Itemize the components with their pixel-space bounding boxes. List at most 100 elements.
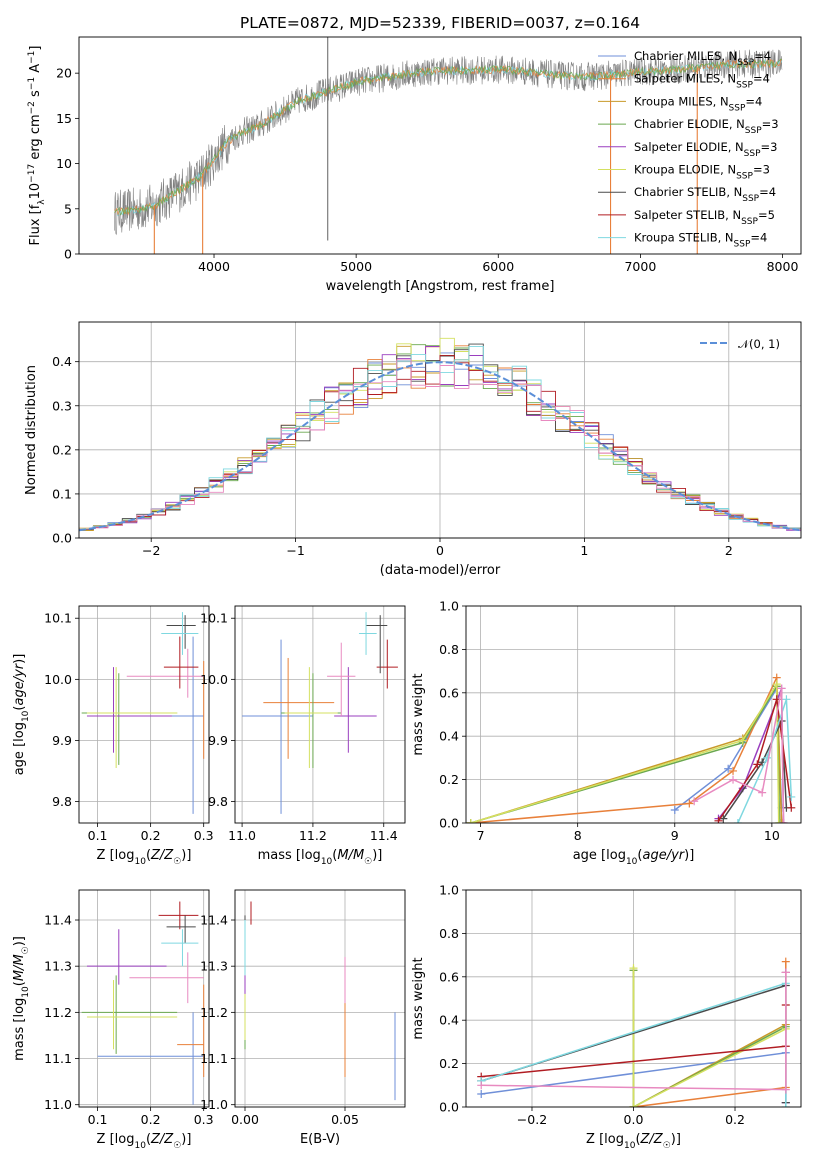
weight-line-pink [693, 688, 785, 823]
x-tick-label-weight_vs_age: 7 [477, 828, 485, 843]
label-part: ( [12, 706, 27, 711]
label-part: 10 [134, 1141, 146, 1151]
label-part: 10 [21, 986, 31, 998]
label-part: Z [log [97, 1132, 135, 1147]
label-part: =4 [745, 94, 762, 108]
x-axis-label-mass_vs_Z: Z [log10(Z/Z☉)] [97, 1132, 192, 1151]
legend-label-chabrier_stelib: Chabrier STELIB, NSSP=4 [634, 185, 776, 204]
x-tick-label-mass_vs_ebv: 0.00 [231, 1112, 259, 1127]
axes-mass_vs_ebv: 0.00 0.05 11.0 11.1 11.2 11.3 11.4 [200, 890, 405, 1127]
y-tick-label-mass_vs_Z: 11.0 [44, 1097, 72, 1112]
label-part: =4 [759, 185, 776, 199]
label-part: Kroupa ELODIE, N [634, 163, 736, 177]
x-tick-label-age_vs_Z: 0.1 [88, 828, 108, 843]
label-part: =5 [758, 208, 775, 222]
errorbars-age_vs_mass [242, 612, 398, 814]
label-part: SSP [734, 240, 751, 250]
label-part: ☉ [21, 946, 31, 954]
weight-marker-salpeter_stelib [753, 760, 762, 769]
y-tick-label-spectrum: 20 [56, 66, 72, 81]
weight-marker-pink [690, 797, 699, 806]
weight-marker-salpeter_miles [781, 957, 790, 966]
weight-marker-kroupa_stelib [763, 753, 772, 762]
y-tick-label-mass_vs_Z: 11.3 [44, 959, 72, 974]
label-part: −17 [27, 164, 37, 183]
y-tick-label-spectrum: 10 [56, 156, 72, 171]
weight-marker-salpeter_miles [729, 766, 738, 775]
y-axis-label-mass_vs_Z: mass [log10(M/M☉)] [12, 936, 31, 1061]
y-tick-label-weight_vs_age: 1.0 [439, 599, 459, 614]
axes-age_vs_mass: 11.0 11.2 11.4 9.8 9.9 10.0 10.1 [200, 606, 405, 843]
residuals-legend: 𝒩(0, 1) [700, 337, 780, 351]
y-tick-label-mass_vs_Z: 11.2 [44, 1005, 72, 1020]
label-part: SSP [736, 81, 753, 91]
x-axis-label-spectrum: wavelength [Angstrom, rest frame] [326, 279, 555, 294]
errorbars-mass_vs_Z [81, 901, 205, 1105]
label-part: Z/Z [640, 1132, 664, 1147]
weight-marker-pink [758, 788, 767, 797]
x-tick-label-spectrum: 7000 [624, 259, 656, 274]
y-axis-label-weight_vs_age: mass weight [411, 673, 426, 755]
label-part: SSP [744, 149, 761, 159]
weight-marker-salpeter_stelib [787, 803, 796, 812]
label-part: ] [28, 46, 43, 51]
label-part: 10 [134, 857, 146, 867]
axes-mass_vs_Z: 0.1 0.2 0.3 11.0 11.1 11.2 11.3 11.4 [44, 890, 214, 1127]
axes-frame-weight_vs_age [465, 605, 802, 824]
weight-marker-kroupa_elodie [772, 680, 781, 689]
label-part: Z/Z [150, 848, 174, 863]
label-part: λ [37, 199, 47, 205]
x-tick-label-mass_vs_Z: 0.1 [88, 1112, 108, 1127]
y-tick-label-weight_vs_age: 0.4 [439, 729, 459, 744]
label-part: ( [637, 848, 642, 863]
y-tick-label-weight_vs_Z: 0.0 [439, 1100, 459, 1115]
weight-marker-kroupa_elodie [738, 736, 747, 745]
label-part: ☉ [663, 1141, 671, 1151]
label-part: mass [log [258, 848, 321, 863]
label-part: )] [12, 654, 27, 664]
x-tick-label-age_vs_Z: 0.3 [194, 828, 214, 843]
label-part: ( [146, 848, 151, 863]
label-part: mass weight [411, 673, 426, 755]
label-part: Chabrier MILES, N [634, 49, 737, 63]
label-part: Z [log [97, 848, 135, 863]
label-part: ( [12, 981, 27, 986]
axes-frame-age_vs_mass [234, 605, 406, 824]
y-tick-label-age_vs_mass: 10.1 [200, 611, 228, 626]
x-tick-label-residuals: −1 [286, 543, 304, 558]
weight-marker-pink [729, 775, 738, 784]
y-tick-label-residuals: 0.0 [52, 531, 72, 546]
label-part: )] [372, 848, 382, 863]
axes-frame-spectrum [78, 36, 802, 255]
label-part: =3 [761, 140, 778, 154]
axes-weight_vs_Z: −0.2 0.0 0.2 0.0 0.2 0.4 0.6 0.8 1.0 [439, 883, 801, 1127]
axes-residuals: −2 −1 0 1 2 0.0 0.1 0.2 0.3 0.4 [52, 322, 801, 558]
label-part: mass [log [12, 998, 27, 1061]
axes-weight_vs_age: 7 8 9 10 0.0 0.2 0.4 0.6 0.8 1.0 [439, 599, 801, 843]
y-tick-label-weight_vs_age: 0.0 [439, 816, 459, 831]
label-part: ☉ [173, 1141, 181, 1151]
weight-line-kroupa_stelib [737, 699, 793, 823]
y-tick-label-residuals: 0.1 [52, 486, 72, 501]
y-tick-label-age_vs_Z: 9.8 [52, 794, 72, 809]
x-axis-label-weight_vs_Z: Z [log10(Z/Z☉)] [586, 1132, 681, 1151]
x-tick-label-age_vs_mass: 11.2 [299, 828, 327, 843]
label-part: 10 [321, 857, 333, 867]
y-tick-label-age_vs_mass: 9.9 [208, 733, 228, 748]
weight-marker-chabrier_elodie [775, 819, 784, 823]
x-tick-label-residuals: 0 [436, 543, 444, 558]
label-part: SSP [741, 217, 758, 227]
label-part: Flux [f [28, 204, 43, 245]
label-part: Salpeter ELODIE, N [634, 140, 744, 154]
y-tick-label-mass_vs_ebv: 11.0 [200, 1097, 228, 1112]
legend-label-kroupa_elodie: Kroupa ELODIE, NSSP=3 [634, 163, 770, 182]
x-tick-label-weight_vs_Z: −0.2 [517, 1112, 547, 1127]
legend-label-kroupa_miles: Kroupa MILES, NSSP=4 [634, 94, 762, 113]
label-part: =4 [750, 231, 767, 245]
label-part: −1 [27, 77, 37, 90]
y-tick-label-residuals: 0.4 [52, 354, 72, 369]
weight-marker-chabrier_miles [477, 1089, 486, 1098]
y-tick-label-age_vs_Z: 10.0 [44, 672, 72, 687]
spectrum-lines [114, 37, 783, 254]
weight-marker-kroupa_elodie [629, 964, 638, 973]
